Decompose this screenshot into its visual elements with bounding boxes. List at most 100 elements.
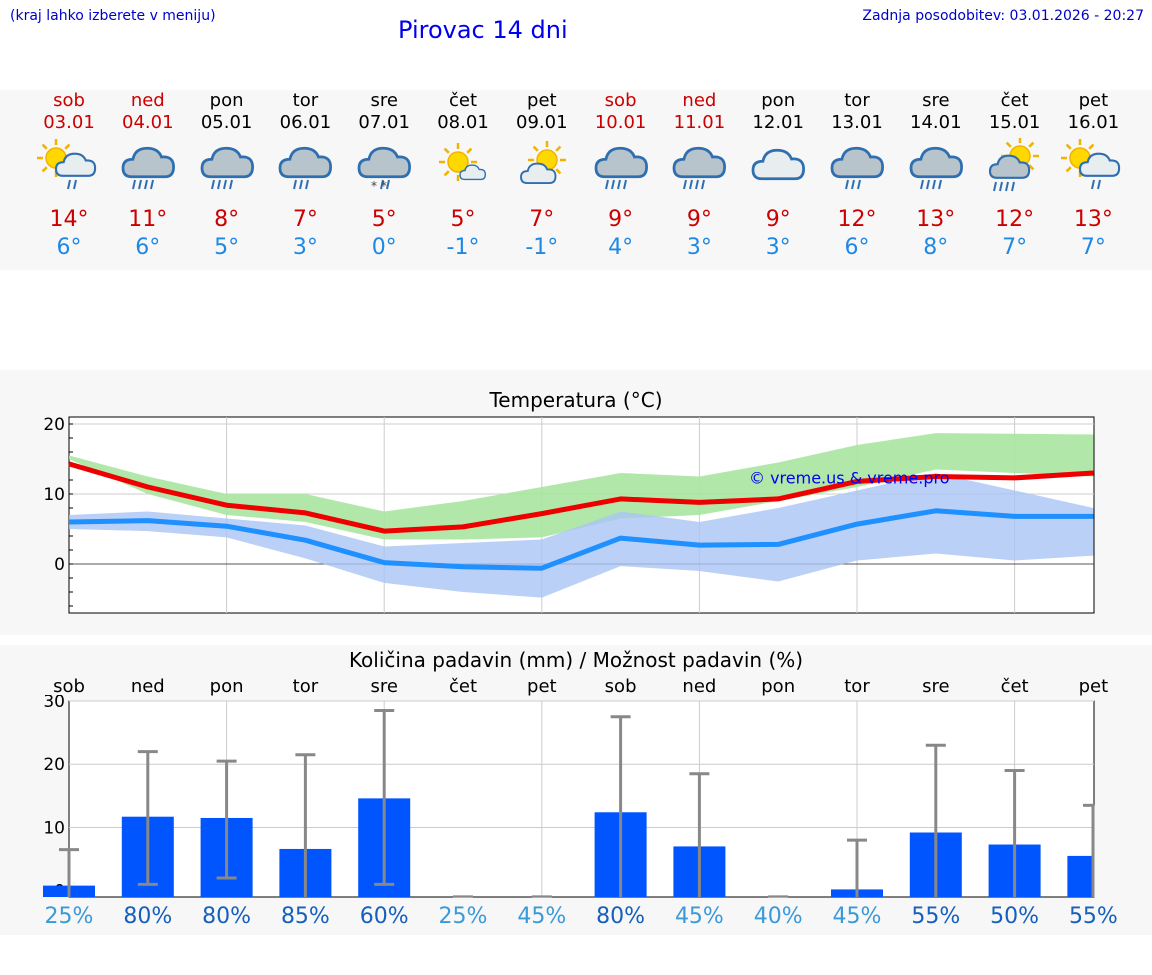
precipitation-day-label: tor (292, 676, 319, 697)
day-column: pon 05.01 8° 5° (187, 90, 266, 262)
day-date: 16.01 (1067, 112, 1120, 133)
day-date: 08.01 (437, 112, 489, 133)
day-name: sre (922, 90, 950, 111)
day-date: 06.01 (279, 112, 332, 133)
precipitation-tick-label: 10 (43, 818, 65, 838)
sun-small-cloud-icon (424, 134, 503, 206)
cloud-rain-icon (266, 134, 345, 206)
max-temperature: 13° (1073, 207, 1113, 232)
precipitation-probability: 60% (359, 904, 409, 929)
precipitation-day-label: sre (922, 676, 950, 697)
precipitation-day-label: pon (761, 676, 796, 697)
precipitation-probability: 80% (123, 904, 173, 929)
day-column: pet 09.01 7° -1° (502, 90, 581, 262)
min-temperature: 6° (844, 235, 870, 260)
min-temperature: 3° (686, 235, 712, 260)
day-date: 03.01 (43, 112, 95, 133)
max-temperature: 8° (214, 207, 240, 232)
day-column: tor 06.01 7° 3° (266, 90, 345, 262)
temperature-tick-label: 10 (43, 485, 65, 505)
day-column: tor 13.01 12° 6° (818, 90, 897, 262)
sun-cloud-rain-icon (30, 134, 109, 206)
precipitation-day-label: pon (209, 676, 244, 697)
day-name: sre (370, 90, 398, 111)
precipitation-day-label: ned (130, 676, 165, 697)
precipitation-probability: 45% (674, 904, 724, 929)
temperature-title: Temperatura (°C) (489, 388, 663, 412)
min-temperature: 0° (371, 235, 397, 260)
day-name: čet (1000, 90, 1029, 111)
page-title: Pirovac 14 dni (398, 16, 568, 44)
min-temperature: -1° (446, 235, 480, 260)
precipitation-day-label: tor (844, 676, 870, 697)
sun-cloud-rain-icon (1054, 134, 1133, 206)
max-temperature: 9° (686, 207, 712, 232)
cloud-heavy-rain-icon (108, 134, 187, 206)
min-temperature: 3° (292, 235, 318, 260)
day-name: pet (527, 90, 557, 111)
precipitation-day-label: ned (682, 676, 717, 697)
min-temperature: 7° (1002, 235, 1028, 260)
cloud-heavy-rain-icon (581, 134, 660, 206)
day-column: sre 07.01 * * 5° 0° (345, 90, 424, 262)
precipitation-probability: 80% (596, 904, 646, 929)
precipitation-probability: 55% (1068, 904, 1118, 929)
max-temperature: 12° (837, 207, 877, 232)
max-temperature: 11° (128, 207, 168, 232)
max-temperature: 13° (916, 207, 956, 232)
precipitation-day-label: čet (448, 676, 478, 697)
day-column: sre 14.01 13° 8° (896, 90, 975, 262)
day-column: sob 03.01 14° 6° (30, 90, 109, 262)
day-name: pet (1078, 90, 1109, 111)
day-name: sob (53, 90, 85, 111)
min-temperature: -1° (525, 235, 559, 260)
min-temperature: 5° (214, 235, 240, 260)
sun-cloud-icon (502, 134, 581, 206)
precipitation-probability: 85% (280, 904, 330, 929)
max-temperature: 9° (765, 207, 791, 232)
precipitation-probability: 45% (517, 904, 567, 929)
day-name: tor (844, 90, 870, 111)
day-column: pet 16.01 13° 7° (1054, 90, 1133, 262)
day-name: sob (604, 90, 637, 111)
day-name: pon (761, 90, 796, 111)
precipitation-probability: 25% (44, 904, 94, 929)
min-temperature: 3° (765, 235, 791, 260)
max-temperature-range (69, 433, 1094, 540)
cloud-icon (739, 134, 818, 206)
day-date: 10.01 (594, 112, 647, 133)
svg-text:* *: * * (371, 179, 387, 193)
min-temperature: 6° (56, 235, 82, 260)
max-temperature: 14° (49, 207, 89, 232)
day-column: čet 08.01 5° -1° (424, 90, 503, 262)
precipitation-day-label: pet (527, 676, 557, 697)
max-temperature: 5° (371, 207, 397, 232)
max-temperature-line (68, 461, 1094, 534)
precipitation-day-label: sob (604, 676, 637, 697)
precipitation-day-label: sre (370, 676, 398, 697)
day-column: ned 04.01 11° 6° (108, 90, 187, 262)
day-date: 09.01 (516, 112, 568, 133)
precipitation-day-label: sob (53, 676, 85, 697)
day-date: 13.01 (831, 112, 883, 133)
day-date: 12.01 (752, 112, 804, 133)
precipitation-probability: 40% (753, 904, 803, 929)
day-column: sob 10.01 9° 4° (581, 90, 660, 262)
max-temperature: 12° (995, 207, 1035, 232)
day-name: ned (682, 90, 717, 111)
menu-hint: (kraj lahko izberete v meniju) (10, 8, 216, 24)
day-column: čet 15.01 12° 7° (975, 90, 1054, 262)
max-temperature: 9° (608, 207, 634, 232)
day-date: 05.01 (200, 112, 253, 133)
precipitation-day-label: pet (1078, 676, 1109, 697)
day-column: pon 12.01 9° 3° (739, 90, 818, 262)
precipitation-title: Količina padavin (mm) / Možnost padavin … (348, 648, 804, 672)
day-date: 14.01 (910, 112, 962, 133)
precipitation-chart: 0102030 (43, 695, 1095, 902)
min-temperature: 8° (923, 235, 949, 260)
min-temperature-line (68, 508, 1094, 571)
min-temperature-range (69, 473, 1094, 598)
precipitation-probability: 55% (911, 904, 961, 929)
cloud-rain-icon (818, 134, 897, 206)
cloud-heavy-rain-icon (896, 134, 975, 206)
